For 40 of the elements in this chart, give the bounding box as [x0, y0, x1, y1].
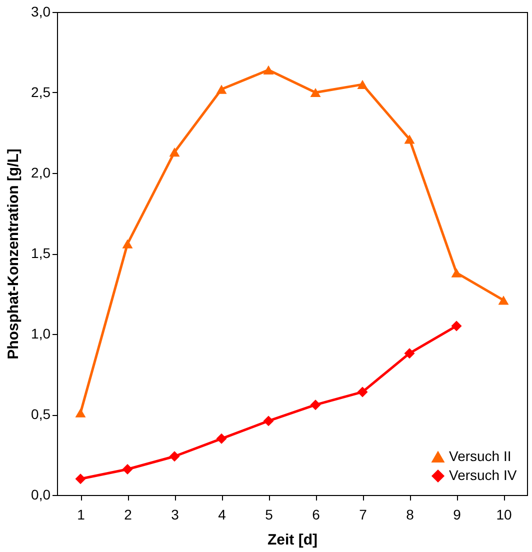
point [216, 84, 227, 94]
y-tick-label: 2,0 [31, 164, 51, 180]
point [75, 474, 86, 484]
y-tick-label: 3,0 [31, 4, 51, 20]
x-tick-label: 9 [453, 506, 462, 522]
point [169, 148, 180, 157]
point [169, 451, 180, 462]
point [451, 320, 462, 332]
x-tick-label: 8 [406, 506, 414, 522]
x-tick-label: 7 [359, 506, 368, 522]
x-tick-label: 1 [77, 506, 86, 522]
point [357, 386, 368, 398]
point [310, 400, 321, 410]
point [498, 296, 509, 305]
y-tick-label: 0,5 [31, 406, 51, 422]
y-tick-label: 0,0 [31, 486, 51, 502]
y-tick-label: 1,0 [31, 326, 51, 342]
x-axis-title: Zeit [d] [268, 532, 318, 548]
point [404, 134, 415, 144]
y-tick-label: 2,5 [31, 84, 51, 100]
y-axis-title: Phosphat-Konzentration [g/L] [5, 148, 22, 360]
point [357, 80, 368, 89]
point [263, 65, 274, 74]
y-tick-label: 1,5 [31, 245, 51, 261]
point [216, 433, 227, 444]
x-tick-label: 10 [496, 506, 512, 522]
legend-label: Versuch II [449, 448, 512, 464]
point [404, 348, 415, 359]
point [122, 239, 133, 248]
x-tick-label: 4 [218, 506, 226, 522]
point [310, 88, 321, 98]
x-tick-label: 5 [265, 506, 274, 522]
x-tick-label: 2 [124, 506, 132, 522]
legend-label: Versuch IV [449, 467, 518, 483]
point [75, 408, 86, 418]
point [122, 464, 133, 474]
point [451, 268, 462, 278]
x-tick-label: 3 [171, 506, 180, 522]
x-tick-label: 6 [312, 506, 320, 522]
point [263, 416, 274, 426]
